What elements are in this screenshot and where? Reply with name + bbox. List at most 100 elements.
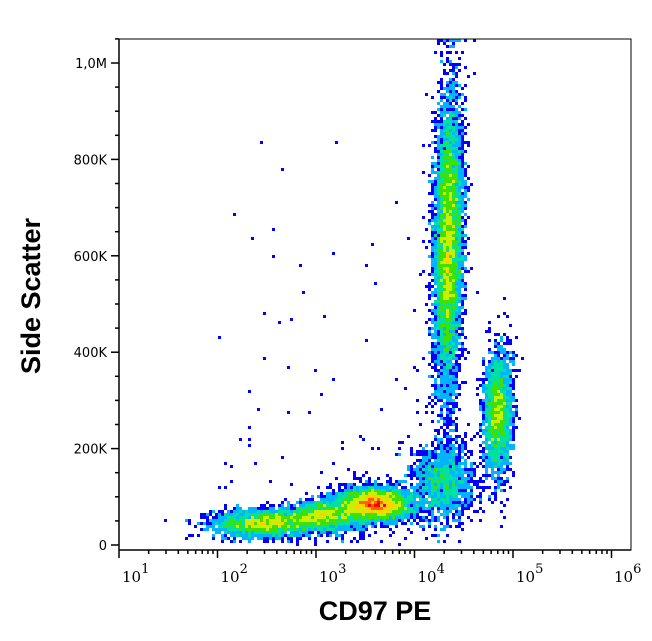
density-cell: [338, 492, 341, 495]
density-cell: [254, 513, 257, 516]
density-cell: [371, 522, 374, 525]
density-cell: [305, 534, 308, 537]
density-cell: [410, 513, 413, 516]
density-cell: [458, 162, 461, 165]
density-cell: [341, 537, 344, 540]
density-cell: [443, 171, 446, 174]
density-cell: [467, 495, 470, 498]
density-cell: [389, 519, 392, 522]
density-cell: [500, 360, 503, 363]
density-cell: [488, 399, 491, 402]
density-cell: [323, 522, 326, 525]
density-cell: [452, 105, 455, 108]
density-cell: [458, 249, 461, 252]
density-cell: [257, 507, 260, 510]
density-cell: [389, 507, 392, 510]
density-cell: [239, 519, 242, 522]
density-cell: [503, 342, 506, 345]
density-cell: [269, 513, 272, 516]
density-cell: [512, 414, 515, 417]
density-cell: [323, 495, 326, 498]
density-cell: [431, 273, 434, 276]
density-cell: [443, 510, 446, 513]
density-cell: [407, 492, 410, 495]
density-cell: [449, 117, 452, 120]
density-cell: [452, 507, 455, 510]
density-cell: [458, 456, 461, 459]
density-cell: [446, 330, 449, 333]
density-cell: [455, 498, 458, 501]
density-cell: [443, 132, 446, 135]
density-cell: [248, 438, 251, 441]
density-cell: [233, 537, 236, 540]
density-cell: [509, 462, 512, 465]
density-cell: [335, 507, 338, 510]
density-cell: [452, 135, 455, 138]
density-cell: [380, 492, 383, 495]
density-cell: [356, 501, 359, 504]
density-cell: [485, 378, 488, 381]
density-cell: [464, 495, 467, 498]
density-cell: [287, 516, 290, 519]
density-cell: [419, 504, 422, 507]
density-cell: [431, 504, 434, 507]
density-cell: [335, 513, 338, 516]
density-cell: [398, 489, 401, 492]
density-cell: [491, 444, 494, 447]
density-cell: [452, 180, 455, 183]
density-cell: [443, 168, 446, 171]
density-cell: [434, 453, 437, 456]
density-cell: [296, 543, 299, 546]
density-cell: [488, 444, 491, 447]
density-cell: [359, 516, 362, 519]
density-cell: [443, 327, 446, 330]
density-cell: [248, 516, 251, 519]
density-cell: [398, 480, 401, 483]
density-cell: [308, 537, 311, 540]
density-cell: [320, 531, 323, 534]
density-cell: [446, 291, 449, 294]
density-cell: [236, 528, 239, 531]
density-cell: [431, 219, 434, 222]
density-cell: [500, 348, 503, 351]
density-cell: [452, 303, 455, 306]
density-cell: [314, 540, 317, 543]
density-cell: [425, 405, 428, 408]
density-cell: [437, 273, 440, 276]
density-cell: [479, 408, 482, 411]
density-cell: [437, 120, 440, 123]
density-cell: [353, 513, 356, 516]
x-tick-label: 105: [516, 562, 543, 586]
density-cell: [452, 375, 455, 378]
density-cell: [446, 498, 449, 501]
density-cell: [452, 462, 455, 465]
density-cell: [332, 489, 335, 492]
density-cell: [458, 216, 461, 219]
density-cell: [458, 114, 461, 117]
density-cell: [476, 486, 479, 489]
density-cell: [458, 333, 461, 336]
density-cell: [428, 330, 431, 333]
density-cell: [431, 420, 434, 423]
density-cell: [509, 387, 512, 390]
density-cell: [452, 483, 455, 486]
density-cell: [440, 189, 443, 192]
density-cell: [452, 474, 455, 477]
density-cell: [470, 453, 473, 456]
density-cell: [449, 222, 452, 225]
density-cell: [419, 519, 422, 522]
density-cell: [395, 201, 398, 204]
density-cell: [434, 336, 437, 339]
density-cell: [350, 540, 353, 543]
density-cell: [449, 159, 452, 162]
density-cell: [491, 492, 494, 495]
density-cell: [263, 540, 266, 543]
density-cell: [464, 285, 467, 288]
density-cell: [353, 537, 356, 540]
density-cell: [470, 183, 473, 186]
density-cell: [455, 267, 458, 270]
density-cell: [221, 537, 224, 540]
density-cell: [461, 300, 464, 303]
density-cell: [389, 510, 392, 513]
density-cell: [449, 153, 452, 156]
